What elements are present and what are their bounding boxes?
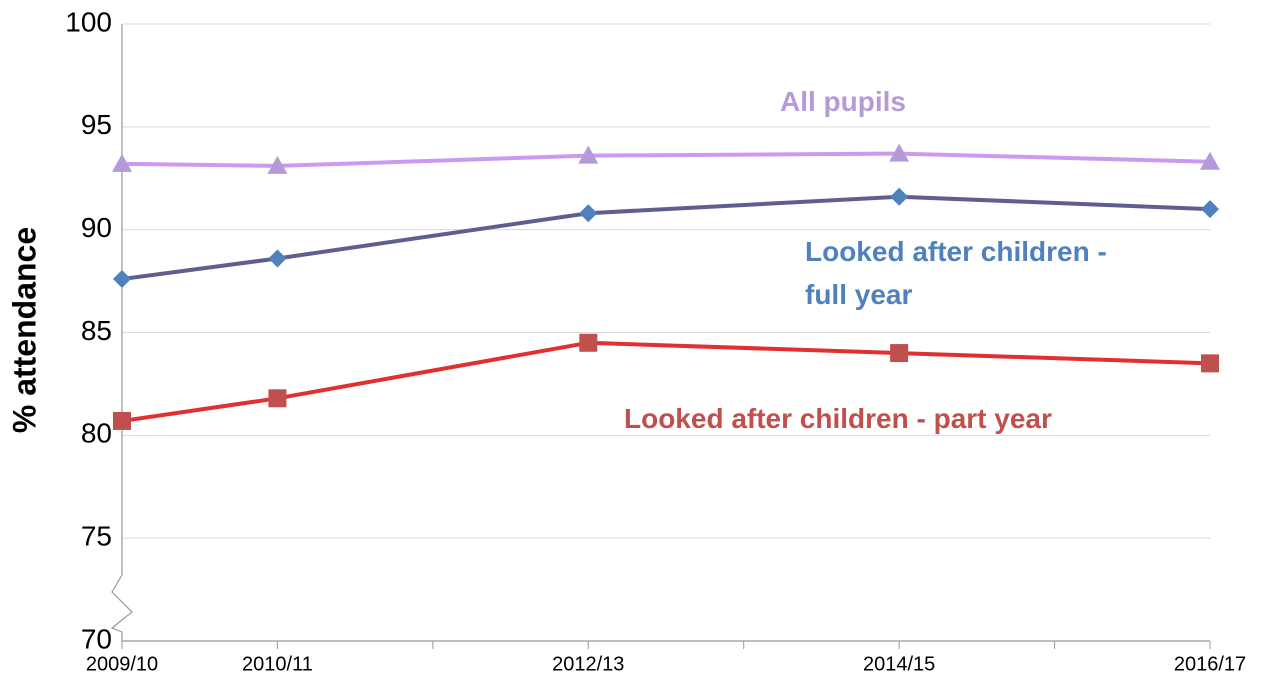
point (268, 389, 287, 408)
point (889, 143, 910, 162)
x-tick-label: 2010/11 (242, 653, 313, 675)
series-line (121, 151, 1211, 168)
y-axis-label: % attendance (6, 227, 42, 433)
series-label: Looked after children - full year (805, 236, 1107, 310)
y-tick-label: 75 (81, 521, 112, 552)
y-tick-label: 85 (81, 315, 112, 346)
x-tick-label: 2016/17 (1174, 653, 1246, 675)
series-label: All pupils (780, 86, 906, 117)
point (267, 155, 288, 174)
point (890, 187, 909, 206)
y-tick-label: 90 (81, 212, 112, 243)
y-tick-label: 95 (81, 109, 112, 140)
point (578, 145, 599, 164)
x-tick-label: 2009/10 (86, 653, 158, 675)
point (112, 153, 132, 172)
point (579, 333, 598, 352)
point (1201, 354, 1219, 373)
point (579, 204, 598, 223)
y-tick-label: 70 (81, 623, 112, 654)
point (1201, 200, 1219, 219)
point (1200, 151, 1220, 170)
point (113, 270, 131, 289)
point (268, 249, 287, 268)
series-label: Looked after children - part year (624, 403, 1052, 434)
x-tick-label: 2014/15 (863, 653, 935, 675)
x-tick-label: 2012/13 (552, 653, 624, 675)
y-tick-label: 100 (65, 6, 112, 37)
point (890, 344, 909, 363)
point (113, 411, 131, 430)
y-axis (110, 24, 133, 641)
y-tick-label: 80 (81, 418, 112, 449)
